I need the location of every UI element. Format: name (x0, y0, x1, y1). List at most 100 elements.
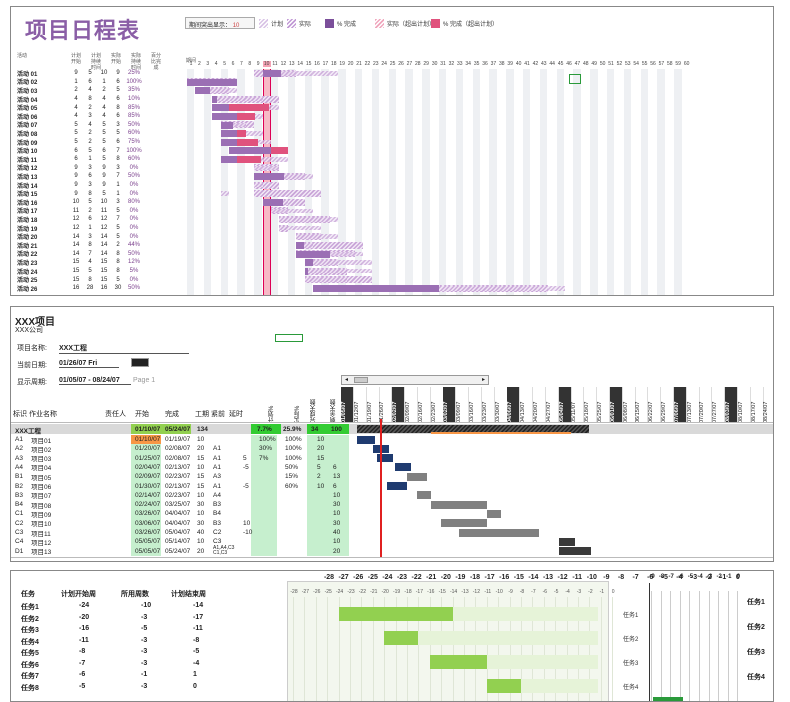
table-row[interactable]: 任务1 -24 -10 -14 (21, 602, 231, 613)
activity-row[interactable]: 活动 03 2 4 2 5 35% (17, 86, 143, 95)
task-row[interactable]: B4 项目08 02/24/07 03/25/07 30 B3 30 (13, 500, 353, 510)
table-row[interactable]: 任务4 -11 -3 -8 (21, 637, 231, 648)
summary-actual: 25.9% (283, 426, 302, 433)
task-end: 02/13/07 (165, 482, 191, 490)
timeline-scrollbar[interactable]: ◂ ▸ (341, 375, 489, 385)
grid-stripe (489, 69, 497, 295)
actual-bar (254, 174, 313, 179)
task-start: 05/05/07 (135, 547, 161, 555)
date-spinner-button[interactable] (131, 358, 149, 367)
activity-row[interactable]: 活动 16 10 5 10 3 80% (17, 198, 143, 207)
activity-value: 5 (116, 225, 120, 232)
summary-row[interactable]: XXX工程 01/10/07 05/24/07 134 7.7% 25.9% 34 100 (13, 425, 353, 435)
activity-row[interactable]: 活动 06 4 3 4 6 85% (17, 112, 143, 121)
activity-row[interactable]: 活动 25 15 8 15 5 0% (17, 275, 143, 285)
task-row[interactable]: B2 项目06 01/30/07 02/13/07 15 A1 -5 60% 10 6 (13, 482, 353, 492)
activity-row[interactable]: 活动 18 12 6 12 7 0% (17, 215, 143, 224)
complete-over-plan-bar (237, 130, 246, 138)
grid-stripe (287, 69, 296, 295)
task-pred: A1,A4,C3 C1,C3 (213, 544, 235, 556)
activity-value: 9 (102, 182, 106, 189)
task-row[interactable]: C2 项目10 03/06/07 04/04/07 30 B3 10 30 (13, 519, 353, 529)
right-axis-tick: -2 (716, 574, 722, 580)
task-row[interactable]: C3 项目11 03/26/07 05/04/07 40 C2 -10 40 (13, 528, 353, 538)
end-week: -14 (193, 602, 204, 609)
task-row[interactable]: D1 项目13 05/05/07 05/24/07 20 A1,A4,C3 C1,C3 20 (13, 544, 353, 556)
task-name: 任务2 (21, 615, 39, 623)
activity-row[interactable]: 活动 11 6 1 5 8 60% (17, 155, 143, 164)
activity-value: 1 (116, 182, 120, 189)
activity-percent: 44% (127, 242, 140, 249)
task-row[interactable]: B3 项目07 02/14/07 02/23/07 10 A4 10 (13, 491, 353, 501)
task-row[interactable]: C4 项目12 05/05/07 05/14/07 10 C3 10 (13, 537, 353, 547)
activity-row[interactable]: 活动 15 9 8 5 1 0% (17, 189, 143, 199)
activity-row[interactable]: 活动 24 15 5 15 8 5% (17, 267, 143, 276)
activity-row[interactable]: 活动 19 12 1 12 5 0% (17, 224, 143, 233)
activity-name: 活动 12 (17, 166, 38, 173)
activity-row[interactable]: 活动 12 9 3 9 3 0% (17, 164, 143, 173)
task-row[interactable]: A1 项目01 01/10/07 01/19/07 10 100% 100% 10 (13, 435, 353, 445)
date-header: 06/15/07 (635, 387, 649, 423)
task-row[interactable]: B1 项目05 02/09/07 02/23/07 15 A3 15% 2 13 (13, 472, 353, 482)
table-row[interactable]: 任务7 -6 -1 1 (21, 671, 231, 682)
task-start: 03/26/07 (135, 510, 161, 518)
task-row[interactable]: A3 项目03 01/25/07 02/08/07 15 A1 5 7% 100% 15 (13, 454, 353, 464)
task-pred: B3 (213, 519, 221, 527)
actual-bar (212, 114, 263, 119)
week-number: 5 (223, 61, 226, 67)
week-number: 6 (231, 61, 235, 67)
selected-cell[interactable] (275, 334, 303, 342)
task-name: 任务5 (21, 650, 39, 657)
table-row[interactable]: 任务8 -5 -3 0 (21, 683, 231, 694)
activity-value: 16 (72, 285, 80, 292)
table-row[interactable]: 任务2 -20 -3 -17 (21, 614, 231, 625)
scroll-right-icon[interactable]: ▸ (481, 377, 485, 383)
task-days: 40 (197, 529, 205, 536)
table-row[interactable]: 任务5 -8 -3 -5 (21, 648, 231, 659)
activity-percent: 100% (126, 147, 142, 154)
activity-row[interactable]: 活动 02 1 6 1 6 100% (17, 78, 143, 87)
highlight-period-spinner[interactable]: 期间突出显示： 10 (185, 17, 255, 29)
column-header: 实际% (295, 405, 301, 423)
activity-row[interactable]: 活动 26 16 28 16 30 50% (17, 284, 143, 293)
summary-start-cell (131, 424, 191, 434)
table-row[interactable]: 任务3 -16 -5 -11 (21, 625, 231, 636)
activity-row[interactable]: 活动 21 14 8 14 2 44% (17, 241, 143, 250)
task-days: 15 (197, 482, 205, 490)
activity-row[interactable]: 活动 10 6 5 6 7 100% (17, 146, 143, 156)
scroll-left-icon[interactable]: ◂ (344, 377, 348, 383)
activity-row[interactable]: 活动 13 9 6 9 7 50% (17, 172, 143, 181)
grid-stripe (338, 69, 346, 295)
column-header: 计划结束周 (171, 591, 206, 598)
activity-value: 4 (74, 104, 78, 111)
grid-line (429, 597, 431, 701)
table-row[interactable]: 任务6 -7 -3 -4 (21, 660, 231, 671)
task-bar (407, 472, 427, 481)
task-rem: 10 (333, 491, 341, 499)
selected-cell[interactable] (569, 74, 581, 84)
task-id: B4 (15, 501, 23, 509)
activity-row[interactable]: 活动 14 9 3 9 1 0% (17, 181, 143, 190)
activity-row[interactable]: 活动 04 4 8 4 6 10% (17, 95, 143, 104)
activity-row[interactable]: 活动 08 5 2 5 5 60% (17, 129, 143, 138)
grid-stripe (187, 69, 195, 295)
activity-row[interactable]: 活动 05 4 2 4 8 85% (17, 103, 143, 113)
activity-row[interactable]: 活动 22 14 7 14 8 50% (17, 250, 143, 259)
activity-row[interactable]: 活动 01 9 5 10 9 25% (17, 69, 143, 78)
task-days: 20 (197, 547, 205, 555)
task-id: D1 (15, 547, 24, 555)
week-number: 47 (574, 61, 581, 67)
project-title: XXX项目 (15, 317, 56, 328)
task-row[interactable]: A2 项目02 01/20/07 02/08/07 20 A1 30% 100% 20 (13, 444, 353, 454)
task-row[interactable]: C1 项目09 03/26/07 04/04/07 10 B4 10 (13, 509, 353, 519)
scroll-thumb[interactable] (354, 377, 368, 383)
inner-axis-tick: -18 (404, 589, 412, 595)
activity-row[interactable]: 活动 20 14 3 14 5 0% (17, 232, 143, 242)
top-axis-tick: -24 (382, 574, 393, 581)
activity-row[interactable]: 活动 07 5 4 5 3 50% (17, 121, 143, 130)
task-row[interactable]: A4 项目04 02/04/07 02/13/07 10 A1 -5 50% 5 6 (13, 463, 353, 473)
inner-axis-tick: -25 (324, 589, 332, 595)
activity-row[interactable]: 活动 17 11 2 11 5 0% (17, 207, 143, 216)
activity-row[interactable]: 活动 09 5 2 5 6 75% (17, 138, 143, 147)
activity-row[interactable]: 活动 23 15 4 15 8 12% (17, 258, 143, 267)
